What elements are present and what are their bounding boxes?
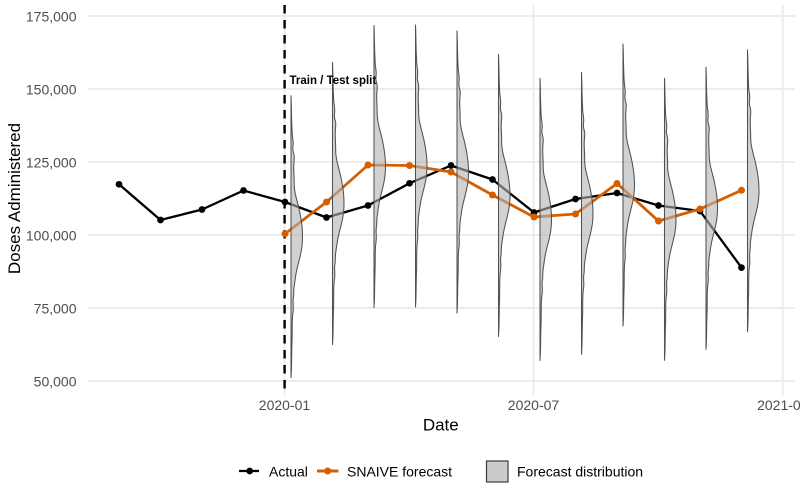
- svg-text:Doses Administered: Doses Administered: [5, 123, 24, 274]
- svg-text:175,000: 175,000: [26, 9, 77, 25]
- svg-text:Date: Date: [423, 416, 459, 435]
- svg-text:2020-07: 2020-07: [508, 397, 560, 413]
- svg-text:75,000: 75,000: [34, 301, 77, 317]
- svg-text:2020-01: 2020-01: [259, 397, 311, 413]
- svg-text:150,000: 150,000: [26, 82, 77, 98]
- svg-text:Actual: Actual: [269, 463, 308, 479]
- svg-text:125,000: 125,000: [26, 155, 77, 171]
- svg-text:Train / Test split: Train / Test split: [290, 75, 377, 87]
- svg-text:SNAIVE forecast: SNAIVE forecast: [347, 463, 452, 479]
- svg-text:100,000: 100,000: [26, 228, 77, 244]
- svg-text:50,000: 50,000: [34, 374, 77, 390]
- svg-text:2021-01: 2021-01: [757, 397, 800, 413]
- svg-text:Forecast distribution: Forecast distribution: [517, 464, 643, 480]
